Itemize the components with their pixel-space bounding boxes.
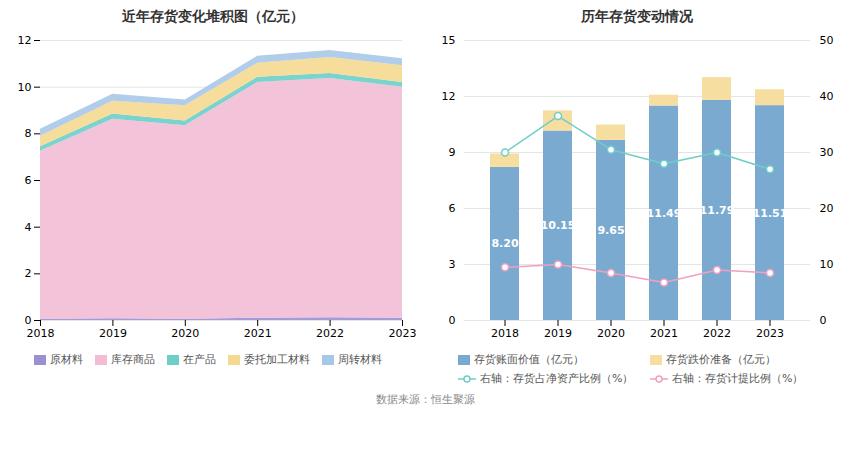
svg-text:2020: 2020: [597, 327, 625, 340]
svg-text:6: 6: [449, 202, 456, 215]
html-text:委托加工材料: 委托加工材料: [244, 353, 310, 366]
svg-text:2022: 2022: [316, 327, 344, 340]
html-text:数据来源：恒生聚源: 数据来源：恒生聚源: [375, 393, 475, 406]
svg-text:50: 50: [820, 34, 834, 47]
svg-text:0: 0: [25, 314, 32, 327]
svg-text:10: 10: [18, 81, 32, 94]
svg-text:12: 12: [18, 34, 32, 47]
html-text:存货跌价准备（亿元）: 存货跌价准备（亿元）: [666, 353, 776, 366]
svg-text:40: 40: [820, 90, 834, 103]
svg-text:30: 30: [820, 146, 834, 159]
svg-text:10.15: 10.15: [541, 219, 576, 232]
svg-text:2: 2: [25, 267, 32, 280]
svg-text:15: 15: [442, 34, 456, 47]
svg-text:2021: 2021: [244, 327, 272, 340]
html-text:存货账面价值（亿元）: 存货账面价值（亿元）: [474, 353, 584, 366]
svg-text:2018: 2018: [27, 327, 55, 340]
html-text:库存商品: 库存商品: [111, 353, 155, 366]
svg-text:2019: 2019: [99, 327, 127, 340]
svg-text:2023: 2023: [756, 327, 784, 340]
svg-text:0: 0: [820, 314, 827, 327]
svg-text:4: 4: [25, 221, 32, 234]
svg-text:11.79: 11.79: [700, 204, 735, 217]
html-text:周转材料: 周转材料: [338, 353, 382, 366]
svg-text:9.65: 9.65: [597, 224, 624, 237]
svg-text:20: 20: [820, 202, 834, 215]
svg-text:11.49: 11.49: [647, 207, 682, 220]
svg-text:8: 8: [25, 127, 32, 140]
html-text:历年存货变动情况: 历年存货变动情况: [581, 8, 693, 24]
html-text:原材料: 原材料: [50, 353, 83, 366]
svg-text:2023: 2023: [389, 327, 417, 340]
svg-text:2018: 2018: [491, 327, 519, 340]
svg-text:11.51: 11.51: [753, 207, 788, 220]
svg-text:3: 3: [449, 258, 456, 271]
html-text:右轴：存货计提比例（%）: 右轴：存货计提比例（%）: [672, 372, 804, 385]
svg-text:10: 10: [820, 258, 834, 271]
svg-text:9: 9: [449, 146, 456, 159]
svg-text:6: 6: [25, 174, 32, 187]
svg-text:8.20: 8.20: [491, 237, 518, 250]
html-text:近年存货变化堆积图（亿元）: 近年存货变化堆积图（亿元）: [122, 8, 304, 24]
svg-text:2022: 2022: [703, 327, 731, 340]
svg-text:2021: 2021: [650, 327, 678, 340]
svg-text:2019: 2019: [544, 327, 572, 340]
html-text:在产品: 在产品: [183, 353, 216, 366]
svg-text:2020: 2020: [171, 327, 199, 340]
svg-text:12: 12: [442, 90, 456, 103]
html-text:右轴：存货占净资产比例（%）: 右轴：存货占净资产比例（%）: [480, 372, 634, 385]
svg-text:0: 0: [449, 314, 456, 327]
